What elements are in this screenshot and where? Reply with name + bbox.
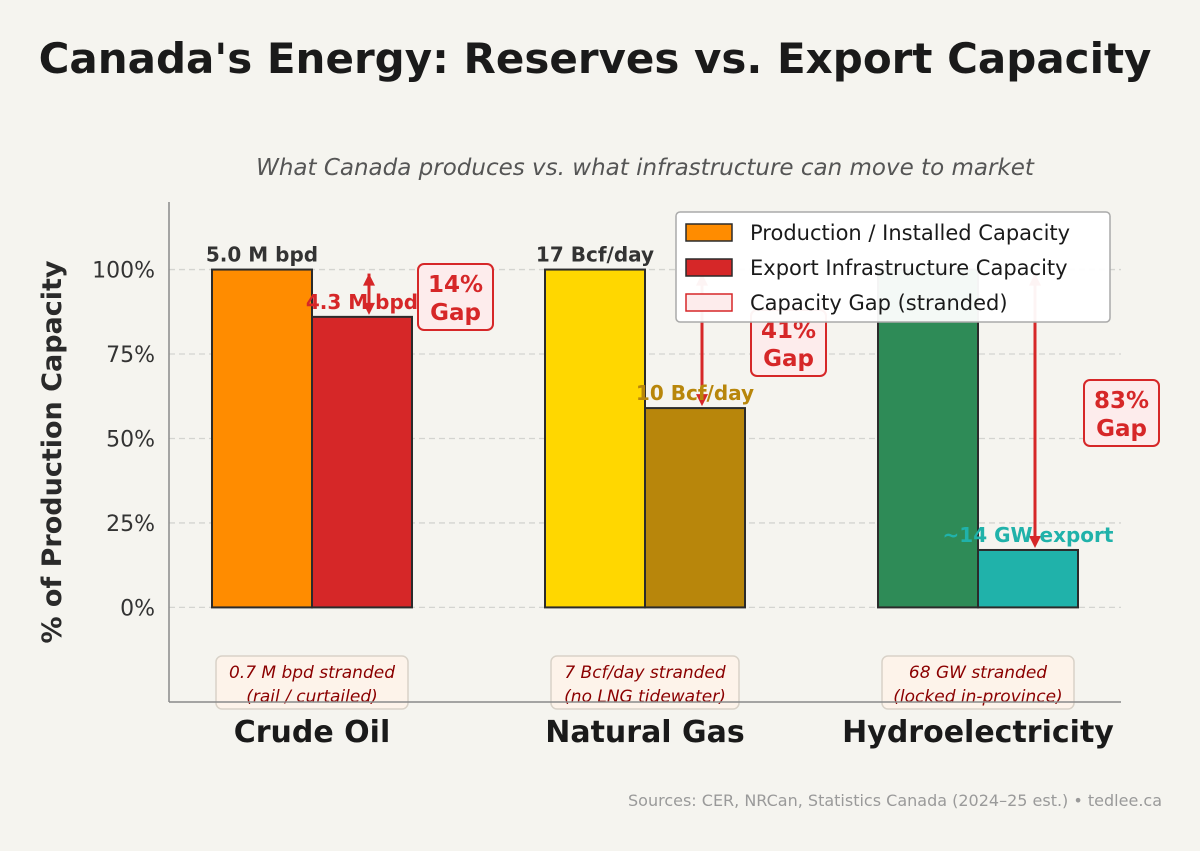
bar-export bbox=[644, 407, 746, 609]
legend-swatch bbox=[685, 258, 733, 277]
stranded-line: (rail / curtailed) bbox=[246, 687, 378, 707]
stranded-line: 0.7 M bpd stranded bbox=[229, 663, 395, 683]
source-note: Sources: CER, NRCan, Statistics Canada (… bbox=[628, 791, 1162, 810]
legend-label: Export Infrastructure Capacity bbox=[750, 256, 1068, 280]
gap-arrow-head-down bbox=[363, 302, 375, 315]
gap-callout-line: Gap bbox=[1096, 416, 1147, 442]
gap-callout-label: 41% Gap bbox=[761, 318, 816, 372]
production-value-label: 17 Bcf/day bbox=[536, 243, 654, 267]
legend-swatch bbox=[685, 223, 733, 242]
production-value-label: 5.0 M bpd bbox=[206, 243, 318, 267]
x-category-label: Crude Oil bbox=[234, 715, 391, 750]
bar-production bbox=[211, 268, 313, 609]
y-tick-label: 50% bbox=[106, 427, 155, 452]
gap-callout-label: 83% Gap bbox=[1094, 388, 1149, 442]
legend-box bbox=[675, 211, 1111, 323]
bar-export bbox=[311, 315, 413, 609]
stranded-box bbox=[550, 655, 740, 710]
legend-layer: Production / Installed Capacity Export In… bbox=[675, 211, 1111, 323]
export-value-label: 4.3 M bpd bbox=[306, 290, 418, 314]
stranded-box bbox=[881, 655, 1075, 710]
x-category-label: Natural Gas bbox=[545, 715, 745, 750]
y-tick-label: 25% bbox=[106, 512, 155, 537]
gap-callout-box bbox=[1083, 379, 1160, 447]
chart-subtitle: What Canada produces vs. what infrastruc… bbox=[256, 155, 1035, 181]
chart-title: Canada's Energy: Reserves vs. Export Cap… bbox=[39, 34, 1152, 83]
stranded-line: 68 GW stranded bbox=[909, 663, 1047, 683]
gap-arrow-head-down bbox=[696, 394, 708, 407]
bar-export bbox=[977, 548, 1079, 609]
y-tick-label: 0% bbox=[120, 596, 155, 621]
legend-label: Production / Installed Capacity bbox=[750, 221, 1070, 245]
y-axis-label: % of Production Capacity bbox=[37, 260, 68, 643]
bar-production bbox=[877, 268, 979, 609]
stranded-line: (locked in-province) bbox=[893, 687, 1062, 707]
export-value-label: ~14 GW export bbox=[943, 523, 1114, 547]
gap-callout-line: 14% bbox=[428, 272, 483, 298]
gap-callout-line: Gap bbox=[763, 346, 814, 372]
bar-layer bbox=[211, 268, 1079, 609]
stranded-line: (no LNG tidewater) bbox=[564, 687, 726, 707]
y-tick-label: 75% bbox=[106, 343, 155, 368]
gap-callout-box bbox=[417, 263, 494, 331]
x-category-label: Hydroelectricity bbox=[842, 715, 1114, 750]
legend-swatch bbox=[685, 293, 733, 312]
gap-arrow-head-up bbox=[363, 273, 375, 286]
y-tick-label: 100% bbox=[92, 259, 155, 284]
gap-callout-line: Gap bbox=[430, 300, 481, 326]
bar-production bbox=[544, 268, 646, 609]
stranded-box bbox=[215, 655, 409, 710]
export-value-label: 10 Bcf/day bbox=[636, 381, 754, 405]
annotation-layer: 5.0 M bpd 17 Bcf/day 4.3 M bpd 10 Bcf/day ~1… bbox=[206, 243, 1160, 710]
stranded-line: 7 Bcf/day stranded bbox=[564, 663, 726, 683]
gap-arrow-head-down bbox=[1029, 535, 1041, 548]
legend-label: Capacity Gap (stranded) bbox=[750, 291, 1008, 315]
gap-callout-line: 83% bbox=[1094, 388, 1149, 414]
gap-callout-label: 14% Gap bbox=[428, 272, 483, 326]
axis-layer: 0% 25% 50% 75% 100% Crude Oil Natural Gas Hydro… bbox=[92, 202, 1121, 750]
